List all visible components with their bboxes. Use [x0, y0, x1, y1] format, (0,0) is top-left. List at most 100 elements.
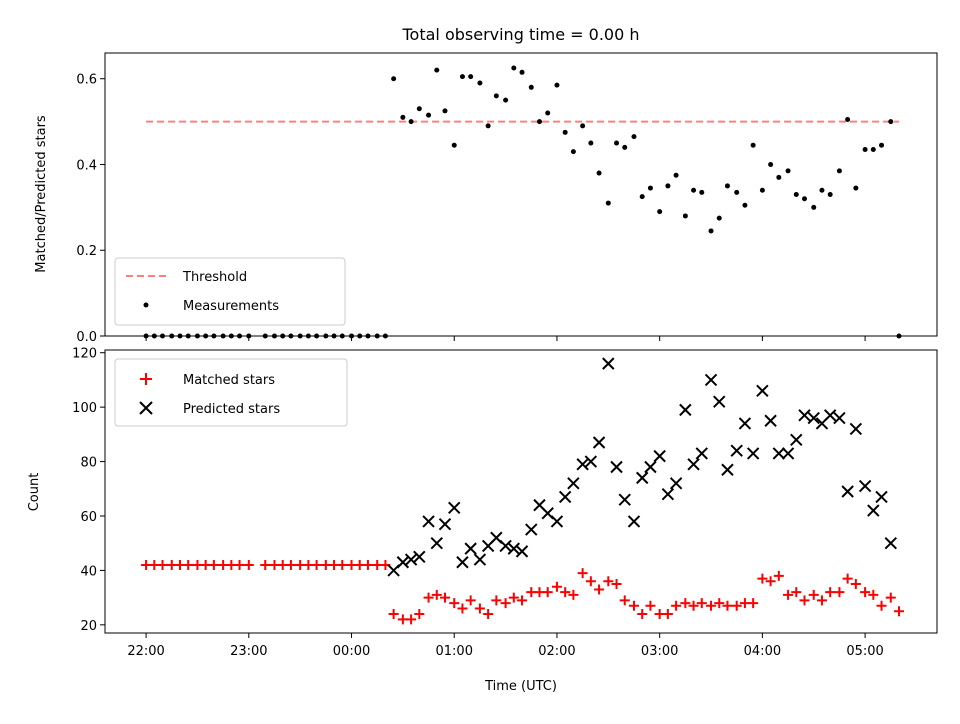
measurement-point — [699, 189, 705, 195]
predicted-star-point — [849, 422, 863, 436]
matched-star-point — [183, 559, 194, 570]
legend-matched-label: Matched stars — [183, 373, 275, 388]
predicted-star-point — [430, 536, 443, 550]
predicted-star-point — [823, 409, 837, 422]
matched-star-point — [885, 592, 896, 603]
matched-star-point — [431, 589, 442, 600]
measurement-point — [485, 123, 491, 129]
predicted-star-point — [525, 523, 538, 536]
predicted-star-point — [584, 455, 598, 468]
matched-star-point — [474, 603, 485, 614]
measurement-point — [862, 146, 868, 152]
matched-star-point — [483, 608, 494, 619]
predicted-star-point — [507, 542, 521, 555]
x-tick-label: 03:00 — [641, 644, 678, 659]
bottom-legend: Matched stars Predicted stars — [114, 358, 348, 427]
bottom-panel: 20 40 60 80 100 120 22:00 23:00 00:00 01:00 02:00 0… — [27, 347, 938, 694]
matched-star-point — [388, 608, 399, 619]
predicted-star-point — [404, 553, 418, 566]
predicted-star-point — [592, 436, 606, 449]
matched-star-point — [560, 587, 571, 598]
matched-star-point — [868, 589, 879, 600]
measurement-point — [785, 168, 791, 174]
predicted-star-point — [550, 515, 564, 528]
measurement-point — [801, 196, 807, 202]
legend-measurements-swatch — [143, 302, 149, 308]
predicted-star-point — [798, 409, 811, 422]
measurement-point — [426, 112, 432, 118]
measurement-point — [477, 80, 483, 86]
predicted-star-point — [704, 373, 718, 387]
measurement-point — [468, 74, 474, 80]
predicted-star-point — [884, 536, 897, 550]
y-tick-label: 0.0 — [76, 330, 97, 345]
predicted-star-point — [833, 411, 846, 425]
measurement-point — [614, 140, 620, 146]
measurement-point — [827, 192, 833, 197]
predicted-star-point — [756, 384, 769, 398]
legend-matched-swatch — [140, 373, 152, 385]
measurement-point — [639, 194, 645, 200]
bottom-legend-box — [114, 358, 348, 427]
matched-star-point — [500, 598, 511, 609]
predicted-star-point — [456, 556, 469, 569]
measurement-point — [434, 67, 440, 73]
matched-star-point — [748, 598, 759, 609]
predicted-star-point — [687, 458, 700, 471]
measurement-point — [819, 187, 825, 193]
top-plot-frame — [104, 52, 938, 337]
matched-star-point — [406, 614, 417, 625]
matched-star-point — [645, 600, 656, 611]
predicted-star-point — [669, 477, 683, 490]
matched-star-point — [637, 608, 648, 619]
y-tick-label: 20 — [80, 619, 97, 634]
measurement-point — [845, 116, 851, 122]
y-tick-label: 0.6 — [76, 73, 97, 88]
predicted-star-point — [602, 357, 615, 370]
measurement-point — [536, 119, 542, 125]
matched-star-point — [260, 559, 271, 570]
measurement-point — [596, 170, 602, 176]
predicted-star-point — [661, 488, 675, 501]
measurement-point — [391, 76, 397, 82]
matched-star-point — [628, 600, 639, 611]
measurement-point — [708, 228, 714, 234]
bottom-y-axis-label: Count — [27, 473, 42, 512]
matched-star-point — [611, 579, 622, 590]
matched-star-point — [714, 598, 725, 609]
matched-star-point — [816, 595, 827, 606]
predicted-star-point — [721, 463, 734, 476]
measurement-point — [511, 65, 517, 71]
matched-star-point — [799, 595, 810, 606]
predicted-star-point — [413, 550, 426, 564]
matched-star-point — [773, 570, 784, 581]
predicted-star-point — [875, 490, 888, 504]
predicted-star-point — [653, 449, 666, 463]
measurement-point — [570, 149, 576, 155]
predicted-star-point — [576, 458, 589, 471]
measurement-point — [588, 140, 594, 146]
predicted-star-point — [567, 477, 580, 490]
matched-star-point — [423, 592, 434, 603]
matched-star-point — [842, 573, 853, 584]
measurement-point — [631, 134, 637, 140]
predicted-star-point — [618, 493, 631, 506]
measurement-point — [545, 110, 551, 116]
matched-star-point — [285, 559, 296, 570]
measurement-point — [768, 161, 774, 167]
measurement-point — [888, 119, 894, 125]
matched-star-point — [791, 587, 802, 598]
measurement-point — [554, 82, 560, 88]
measurement-point — [459, 74, 465, 80]
legend-measurements-label: Measurements — [183, 299, 279, 314]
measurement-point — [811, 204, 817, 210]
y-tick-label: 120 — [72, 347, 97, 362]
matched-star-point — [208, 559, 219, 570]
top-legend-box — [114, 257, 346, 326]
matched-star-point — [671, 600, 682, 611]
matched-star-point — [893, 606, 904, 617]
matched-star-point — [542, 587, 553, 598]
measurement-point — [622, 144, 628, 150]
y-tick-label: 100 — [72, 401, 97, 416]
x-axis-label: Time (UTC) — [484, 679, 557, 694]
